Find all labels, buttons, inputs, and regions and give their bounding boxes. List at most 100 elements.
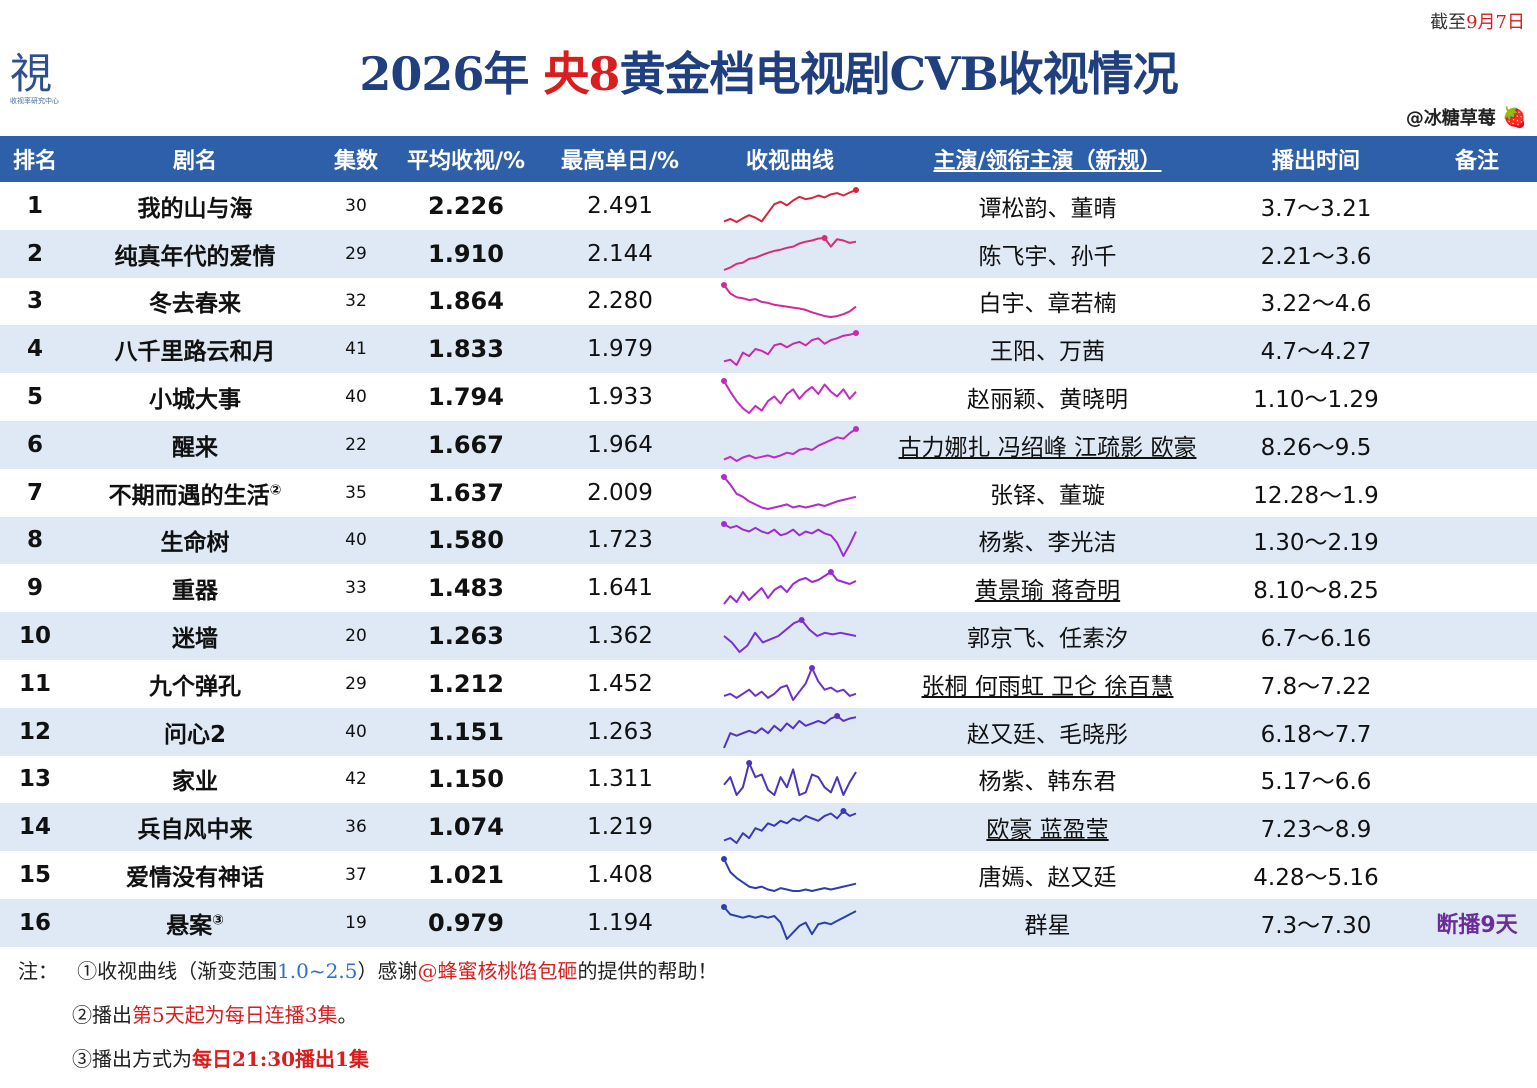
rating-curve-sparkline bbox=[721, 903, 857, 940]
table-row: 4 八千里路云和月 41 1.833 1.979 王阳、万茜 4.7～4.27 bbox=[0, 325, 1537, 374]
cast-cell: 杨紫、李光洁 bbox=[880, 516, 1215, 565]
table-row: 15 爱情没有神话 37 1.021 1.408 唐嫣、赵又廷 4.28～5.16 bbox=[0, 851, 1537, 899]
curve-line bbox=[723, 428, 857, 462]
cast-cell: 谭松韵、董晴 bbox=[880, 182, 1215, 230]
peak-rating-cell: 1.311 bbox=[540, 755, 700, 804]
peak-rating-cell: 1.263 bbox=[540, 707, 700, 756]
rank-cell: 4 bbox=[0, 325, 70, 374]
drama-name: 生命树 bbox=[160, 530, 230, 557]
rank-cell: 15 bbox=[0, 851, 70, 899]
drama-name: 八千里路云和月 bbox=[114, 339, 276, 366]
air-dates-cell: 1.30～2.19 bbox=[1215, 516, 1417, 565]
drama-name: 小城大事 bbox=[149, 387, 241, 414]
peak-rating-cell: 1.979 bbox=[540, 325, 700, 374]
remark-cell bbox=[1417, 707, 1537, 756]
avg-rating-cell: 1.637 bbox=[392, 468, 540, 517]
curve-line bbox=[723, 332, 857, 367]
curve-line bbox=[723, 666, 857, 701]
episodes-cell: 29 bbox=[320, 659, 392, 708]
rating-curve-sparkline bbox=[721, 856, 857, 893]
curve-peak-point bbox=[840, 808, 847, 815]
air-dates-cell: 3.7～3.21 bbox=[1215, 182, 1417, 230]
footnotes: 注： ①收视曲线（渐变范围1.0~2.5）感谢@蜂蜜核桃馅包砸的提供的帮助！ ②… bbox=[18, 956, 717, 1088]
table-row: 9 重器 33 1.483 1.641 黄景瑜 蒋奇明 8.10～8.25 bbox=[0, 564, 1537, 613]
footnote-1: 注： ①收视曲线（渐变范围1.0~2.5）感谢@蜂蜜核桃馅包砸的提供的帮助！ bbox=[18, 959, 718, 983]
cast-names: 张桐 何雨虹 卫仑 徐百慧 bbox=[921, 673, 1174, 700]
ratings-table: 排名 剧名 集数 平均收视/% 最高单日/% 收视曲线 主演/领衔主演（新规） … bbox=[0, 136, 1537, 947]
remark-cell bbox=[1417, 277, 1537, 326]
air-dates-cell: 5.17～6.6 bbox=[1215, 755, 1417, 804]
episodes-cell: 40 bbox=[320, 373, 392, 421]
drama-name: 重器 bbox=[172, 578, 218, 605]
cast-cell: 张铎、董璇 bbox=[880, 468, 1215, 517]
peak-rating-cell: 1.362 bbox=[540, 612, 700, 660]
air-dates-cell: 3.22～4.6 bbox=[1215, 277, 1417, 326]
rating-curve-sparkline bbox=[723, 760, 857, 797]
table-row: 6 醒来 22 1.667 1.964 古力娜扎 冯绍峰 江疏影 欧豪 8.26～9.5 bbox=[0, 420, 1537, 469]
rating-curve-cell bbox=[700, 182, 880, 230]
rating-curve-cell bbox=[700, 420, 880, 469]
rating-curve-cell bbox=[700, 898, 880, 947]
episodes-cell: 36 bbox=[320, 803, 392, 852]
cast-cell: 王阳、万茜 bbox=[880, 325, 1215, 374]
rank-cell: 6 bbox=[0, 420, 70, 469]
drama-name: 家业 bbox=[172, 769, 218, 796]
col-header: 备注 bbox=[1417, 136, 1537, 182]
drama-name-cell: 小城大事 bbox=[70, 373, 320, 421]
rating-curve-sparkline bbox=[721, 473, 857, 510]
curve-peak-point bbox=[721, 473, 727, 480]
remark-cell bbox=[1417, 755, 1537, 804]
curve-line bbox=[723, 906, 857, 940]
remark-cell: 断播9天 bbox=[1417, 898, 1537, 947]
peak-rating-cell: 1.723 bbox=[540, 516, 700, 565]
curve-line bbox=[723, 619, 857, 654]
table-header: 排名 剧名 集数 平均收视/% 最高单日/% 收视曲线 主演/领衔主演（新规） … bbox=[0, 136, 1537, 182]
rank-cell: 5 bbox=[0, 373, 70, 421]
avg-rating-cell: 1.021 bbox=[392, 851, 540, 899]
col-header: 主演/领衔主演（新规） bbox=[880, 136, 1215, 182]
rating-curve-sparkline bbox=[723, 330, 859, 367]
remark-cell bbox=[1417, 516, 1537, 565]
table-row: 13 家业 42 1.150 1.311 杨紫、韩东君 5.17～6.6 bbox=[0, 755, 1537, 804]
rank-cell: 7 bbox=[0, 468, 70, 517]
table-row: 8 生命树 40 1.580 1.723 杨紫、李光洁 1.30～2.19 bbox=[0, 516, 1537, 565]
avg-rating-cell: 1.580 bbox=[392, 516, 540, 565]
col-header: 剧名 bbox=[70, 136, 320, 182]
rating-curve-cell bbox=[700, 851, 880, 899]
cast-cell: 陈飞宇、孙千 bbox=[880, 229, 1215, 278]
cast-cell: 群星 bbox=[880, 898, 1215, 947]
peak-rating-cell: 2.144 bbox=[540, 229, 700, 278]
rating-curve-sparkline bbox=[723, 569, 857, 605]
remark-cell bbox=[1417, 851, 1537, 899]
logo-glyph: 視 bbox=[10, 49, 53, 98]
rating-curve-cell bbox=[700, 325, 880, 374]
logo-caption: 收视率研究中心 bbox=[10, 97, 59, 105]
curve-peak-point bbox=[721, 856, 727, 863]
drama-name-cell: 醒来 bbox=[70, 420, 320, 469]
curve-peak-point bbox=[721, 903, 727, 910]
drama-name-cell: 兵自风中来 bbox=[70, 803, 320, 852]
col-header: 集数 bbox=[320, 136, 392, 182]
drama-name: 兵自风中来 bbox=[137, 817, 253, 844]
rank-cell: 14 bbox=[0, 803, 70, 852]
drama-name-cell: 不期而遇的生活② bbox=[70, 468, 320, 517]
rating-curve-sparkline bbox=[721, 282, 857, 319]
table-row: 3 冬去春来 32 1.864 2.280 白宇、章若楠 3.22～4.6 bbox=[0, 277, 1537, 326]
peak-rating-cell: 2.491 bbox=[540, 182, 700, 230]
avg-rating-cell: 1.212 bbox=[392, 659, 540, 708]
avg-rating-cell: 1.794 bbox=[392, 373, 540, 421]
drama-name-cell: 问心2 bbox=[70, 707, 320, 756]
cast-cell: 黄景瑜 蒋奇明 bbox=[880, 564, 1215, 613]
cast-names: 杨紫、李光洁 bbox=[978, 530, 1117, 557]
curve-peak-point bbox=[798, 617, 805, 624]
cast-names: 古力娜扎 冯绍峰 江疏影 欧豪 bbox=[898, 434, 1197, 461]
remark-cell bbox=[1417, 229, 1537, 278]
rating-curve-sparkline bbox=[723, 808, 857, 845]
episodes-cell: 20 bbox=[320, 612, 392, 660]
cast-names: 王阳、万茜 bbox=[990, 339, 1105, 366]
curve-line bbox=[723, 810, 857, 845]
cast-cell: 郭京飞、任素汐 bbox=[880, 612, 1215, 660]
rating-curve-cell bbox=[700, 659, 880, 708]
curve-peak-point bbox=[746, 760, 753, 767]
cast-cell: 古力娜扎 冯绍峰 江疏影 欧豪 bbox=[880, 420, 1215, 469]
